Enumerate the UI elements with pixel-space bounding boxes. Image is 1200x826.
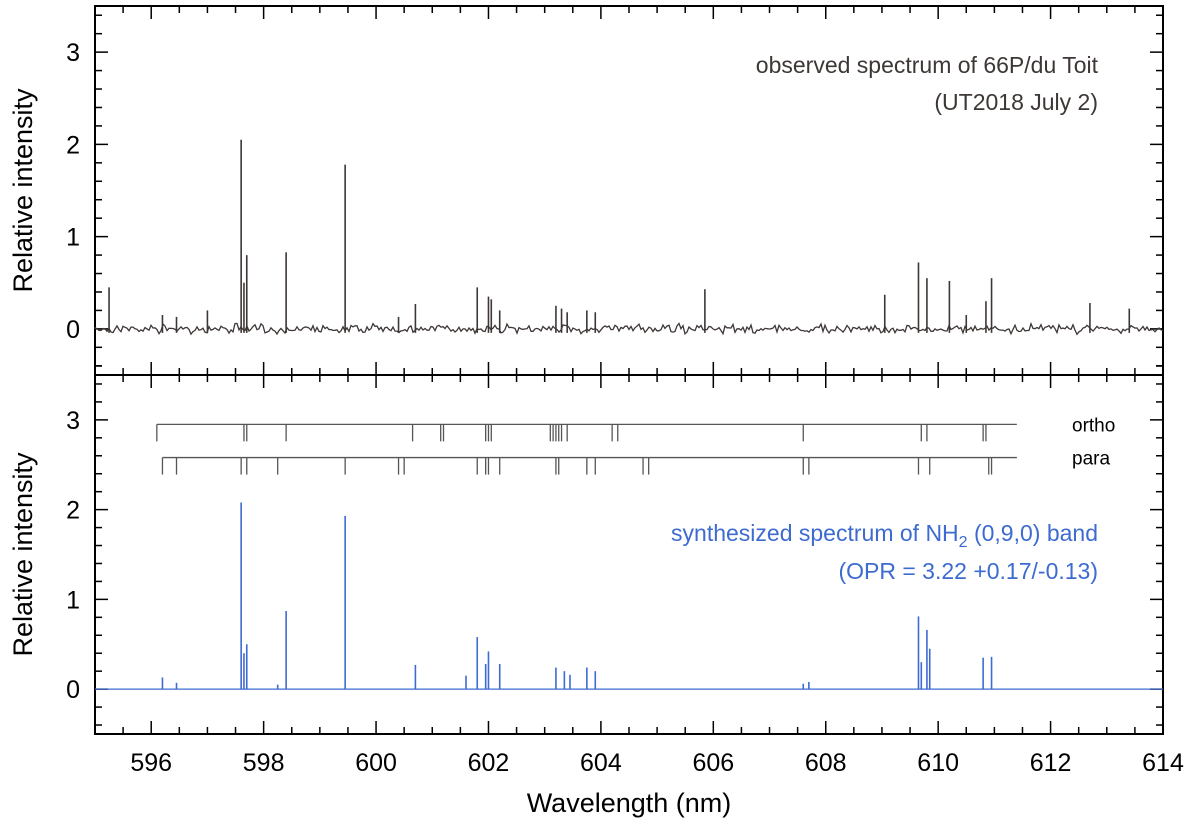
x-tick-label: 612 (1030, 749, 1072, 777)
x-tick-label: 600 (355, 749, 397, 777)
top-panel: 0 1 2 3 Relative intensity observed spectrum … (8, 5, 1164, 376)
annotation-line-2: (UT2018 July 2) (934, 89, 1098, 115)
x-tick-label: 608 (805, 749, 847, 777)
x-axis-title: Wavelength (nm) (527, 788, 732, 818)
y-tick-label: 3 (66, 39, 80, 67)
y-tick-label: 0 (66, 316, 80, 344)
y-axis-title: Relative intensity (8, 88, 38, 293)
x-tick-label: 598 (243, 749, 285, 777)
y-tick-label: 2 (66, 131, 80, 159)
annotation-text: synthesized spectrum of NH (671, 520, 959, 546)
annotation-line-1: synthesized spectrum of NH2 (0,9,0) band (671, 520, 1098, 551)
y-tick-label: 0 (66, 676, 80, 704)
y-tick-label: 3 (66, 407, 80, 435)
y-tick-label: 1 (66, 586, 80, 614)
bottom-panel: 0 1 2 3 Relative intensity synthesized spectr… (8, 365, 1184, 777)
x-tick-label: 596 (130, 749, 172, 777)
plot-frame (94, 374, 1164, 735)
y-tick-label: 2 (66, 497, 80, 525)
annotation-text: (0,9,0) band (968, 520, 1098, 546)
x-tick-label: 610 (917, 749, 959, 777)
annotation-line-1: observed spectrum of 66P/du Toit (756, 52, 1099, 78)
y-tick-label: 1 (66, 224, 80, 252)
x-tick-label: 602 (468, 749, 510, 777)
x-tick-label: 604 (580, 749, 622, 777)
x-tick-label: 606 (692, 749, 734, 777)
observed-baseline (94, 321, 1164, 336)
annotation-subscript: 2 (959, 534, 968, 551)
annotation-line-2: (OPR = 3.22 +0.17/-0.13) (838, 558, 1098, 584)
x-tick-label: 614 (1142, 749, 1184, 777)
marker-label-para: para (1072, 449, 1110, 470)
marker-label-ortho: ortho (1072, 415, 1115, 436)
y-axis-title: Relative intensity (8, 452, 38, 657)
